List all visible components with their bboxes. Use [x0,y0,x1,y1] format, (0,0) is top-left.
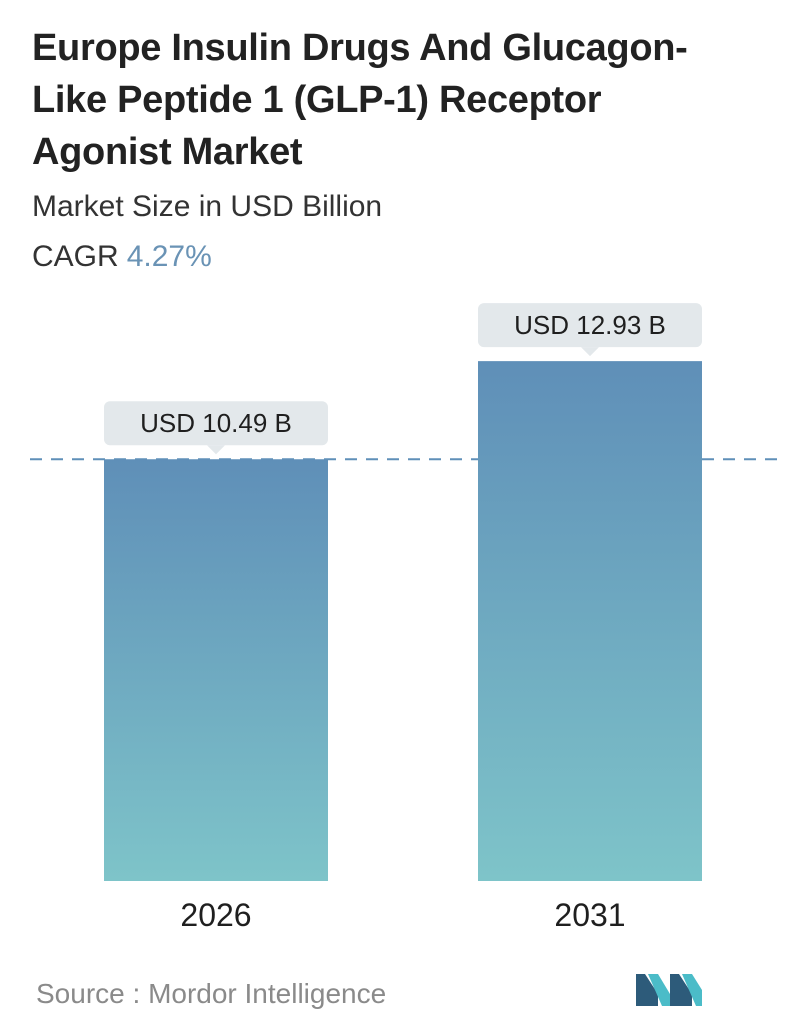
x-tick-label: 2031 [554,897,625,933]
cagr-label: CAGR [32,240,119,273]
data-label-pointer [581,347,599,357]
bar-2026 [104,459,328,881]
chart-title: Europe Insulin Drugs And Glucagon-Like P… [32,27,688,173]
chart-subtitle: Market Size in USD Billion [32,190,383,223]
cagr-value: 4.27% [126,240,212,273]
source-line: Source : Mordor Intelligence [36,978,386,1010]
mordor-logo-icon [636,974,702,1006]
source-label: Source : [36,978,141,1009]
x-tick-label: 2026 [180,897,251,933]
bar-2031 [478,361,702,881]
source-name: Mordor Intelligence [148,978,387,1009]
data-label-box [478,303,702,348]
data-label: USD 10.49 B [140,408,292,438]
data-label-pointer [207,445,225,455]
cagr-line: CAGR 4.27% [32,240,212,274]
data-label-box [104,401,328,446]
data-label: USD 12.93 B [514,310,666,340]
